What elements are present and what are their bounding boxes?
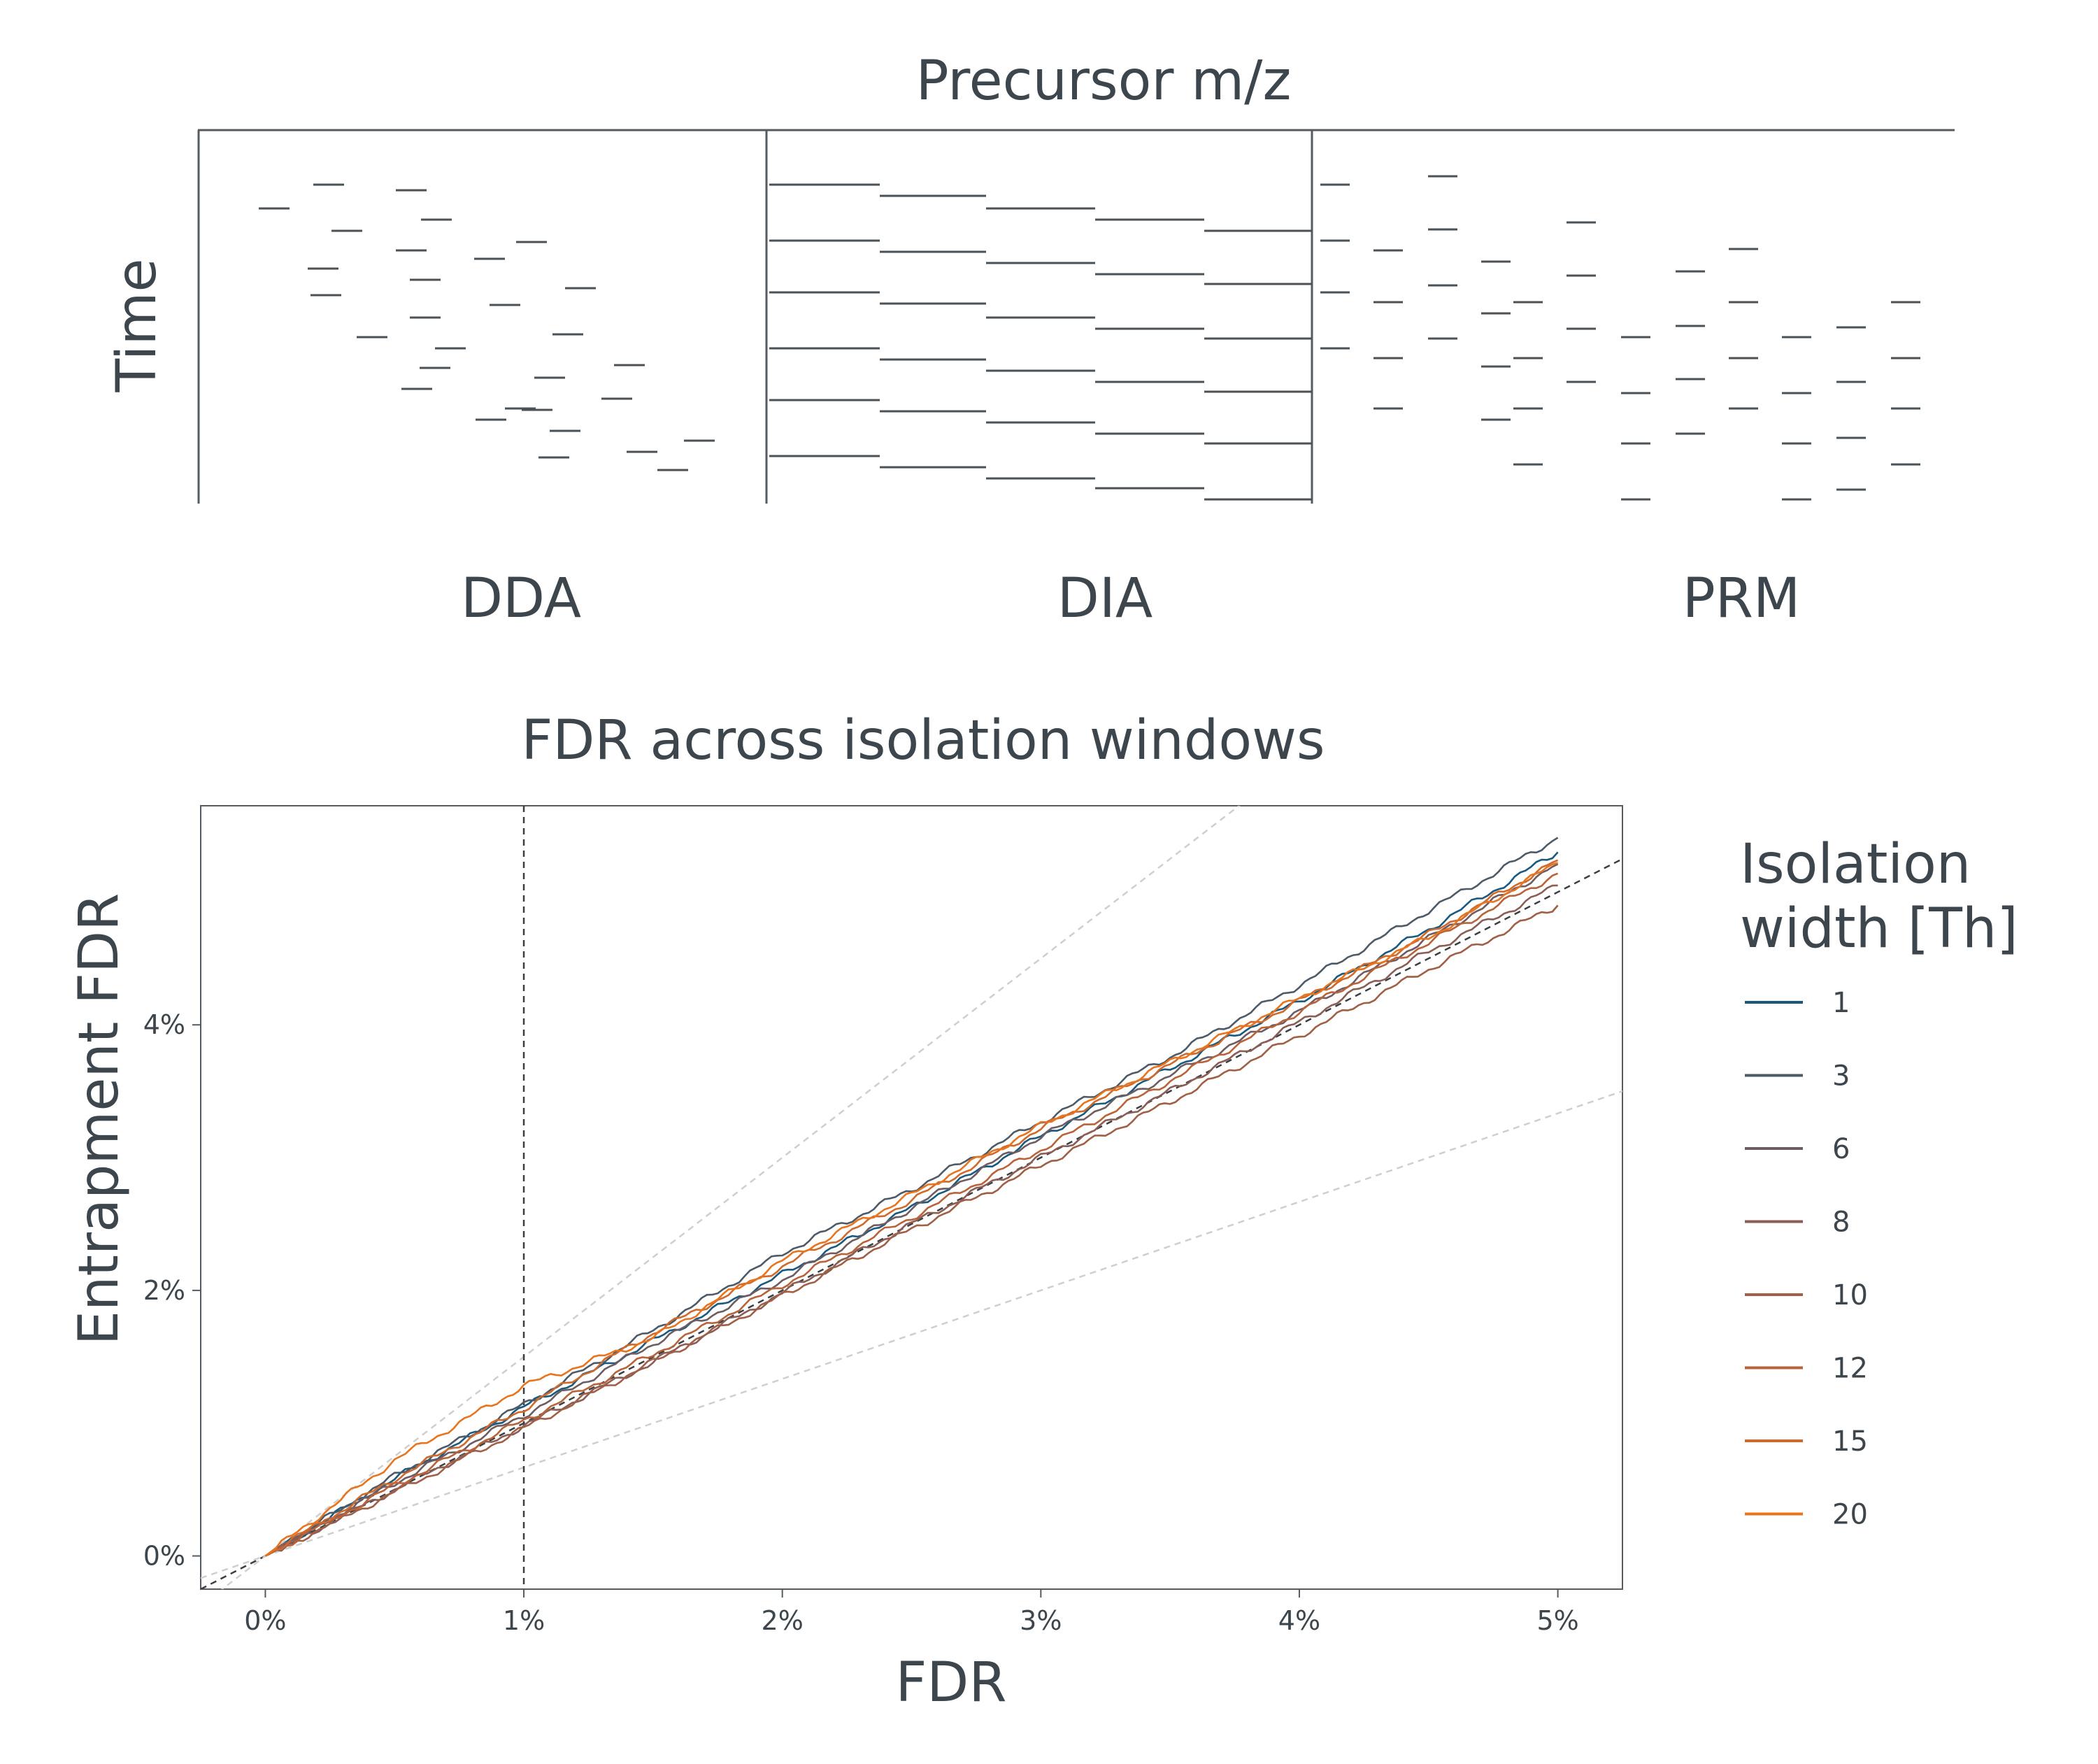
plot-frame — [200, 805, 1623, 1590]
y-tick-label: 2% — [143, 1275, 185, 1306]
x-tick-label: 3% — [1020, 1605, 1062, 1636]
x-tick-label: 2% — [762, 1605, 804, 1636]
scheme-title: Precursor m/z — [916, 50, 1292, 113]
panel-label-dda: DDA — [461, 567, 581, 630]
y-axis-label: Entrapment FDR — [68, 893, 131, 1346]
series-line-6 — [264, 863, 1559, 1557]
y-axis-ticks: 0% 2% 4% — [143, 1009, 201, 1572]
series-line-20 — [264, 862, 1558, 1557]
series-line-10 — [264, 904, 1559, 1557]
x-tick-label: 4% — [1278, 1605, 1320, 1636]
legend-title: Isolation width [Th] — [1740, 833, 2018, 960]
x-tick-label: 1% — [503, 1605, 545, 1636]
y-tick-label: 0% — [143, 1541, 185, 1572]
series-line-15 — [264, 859, 1559, 1557]
y-tick-label: 4% — [143, 1009, 185, 1040]
series-line-12 — [264, 872, 1559, 1557]
panel-label-dia: DIA — [1057, 567, 1153, 630]
legend-label-12: 12 — [1832, 1353, 1868, 1385]
reference-line — [201, 858, 1622, 1589]
legend-label-1: 1 — [1832, 987, 1850, 1019]
reference-line — [201, 1090, 1622, 1579]
legend-title-line-2: width [Th] — [1740, 897, 2018, 960]
reference-line — [220, 806, 1241, 1589]
series-line-3 — [264, 837, 1559, 1557]
prm-scan-marks — [1320, 175, 1920, 501]
legend-label-8: 8 — [1832, 1207, 1850, 1239]
legend-label-6: 6 — [1832, 1133, 1850, 1165]
legend-label-10: 10 — [1832, 1279, 1868, 1311]
scheme-y-label: Time — [106, 259, 169, 393]
panel-label-prm: PRM — [1683, 567, 1801, 630]
reference-lines — [201, 806, 1622, 1589]
x-tick-label: 0% — [244, 1605, 286, 1636]
x-axis-label: FDR — [895, 1651, 1006, 1714]
legend: 1 3 6 8 10 12 15 20 — [1745, 987, 1868, 1531]
legend-label-20: 20 — [1832, 1499, 1868, 1531]
dia-scan-marks — [769, 183, 1312, 501]
series-lines — [264, 837, 1559, 1557]
fdr-chart: FDR across isolation windows 0% 1% 2% 3% 4% 5… — [68, 709, 2018, 1714]
legend-title-line-1: Isolation — [1740, 833, 1971, 896]
legend-label-3: 3 — [1832, 1060, 1850, 1093]
dda-scan-marks — [259, 183, 715, 471]
chart-title: FDR across isolation windows — [521, 709, 1325, 772]
scheme-panel: Precursor m/z Time DDA DIA PRM — [106, 50, 1955, 630]
x-tick-label: 5% — [1536, 1605, 1578, 1636]
x-axis-ticks: 0% 1% 2% 3% 4% 5% — [244, 1589, 1579, 1636]
legend-label-15: 15 — [1832, 1425, 1868, 1458]
